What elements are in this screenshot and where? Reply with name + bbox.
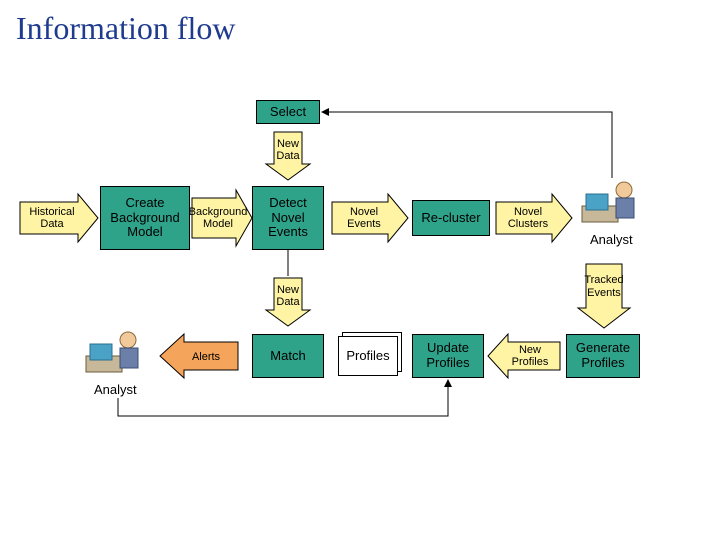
box-create-bg-model: Create Background Model bbox=[100, 186, 190, 250]
svg-text:Data: Data bbox=[276, 150, 300, 162]
arrow-historical-data: Historical Data bbox=[20, 194, 98, 242]
svg-text:Events: Events bbox=[347, 218, 381, 230]
arrow-new-profiles: New Profiles bbox=[488, 334, 560, 378]
box-generate-profiles: Generate Profiles bbox=[566, 334, 640, 378]
arrow-novel-clusters: Novel Clusters bbox=[496, 194, 572, 242]
svg-text:Model: Model bbox=[203, 218, 233, 230]
box-profiles: Profiles bbox=[338, 336, 398, 376]
connector-analyst-to-update bbox=[118, 380, 448, 416]
svg-text:New: New bbox=[277, 284, 299, 296]
page-title: Information flow bbox=[16, 10, 236, 47]
arrow-novel-events: Novel Events bbox=[332, 194, 408, 242]
analyst-top-label: Analyst bbox=[590, 232, 633, 247]
arrow-new-data-top: New Data bbox=[266, 132, 310, 180]
svg-text:Profiles: Profiles bbox=[512, 356, 549, 368]
svg-text:Historical: Historical bbox=[29, 206, 74, 218]
svg-text:Data: Data bbox=[276, 296, 300, 308]
analyst-bottom-icon bbox=[84, 326, 146, 383]
box-select: Select bbox=[256, 100, 320, 124]
svg-text:Novel: Novel bbox=[350, 206, 378, 218]
svg-text:Data: Data bbox=[40, 218, 64, 230]
svg-text:Clusters: Clusters bbox=[508, 218, 549, 230]
box-match: Match bbox=[252, 334, 324, 378]
svg-text:Background: Background bbox=[189, 206, 248, 218]
connector-analyst-to-select bbox=[322, 112, 612, 178]
svg-text:Alerts: Alerts bbox=[192, 351, 221, 363]
arrow-alerts: Alerts bbox=[160, 334, 238, 378]
arrow-tracked-events: Tracked Events bbox=[578, 264, 630, 328]
box-detect-novel: Detect Novel Events bbox=[252, 186, 324, 250]
svg-text:Events: Events bbox=[587, 287, 621, 299]
svg-text:Tracked: Tracked bbox=[584, 274, 623, 286]
svg-text:Novel: Novel bbox=[514, 206, 542, 218]
box-re-cluster: Re-cluster bbox=[412, 200, 490, 236]
box-update-profiles: Update Profiles bbox=[412, 334, 484, 378]
arrow-new-data-mid: New Data bbox=[266, 278, 310, 326]
svg-text:New: New bbox=[519, 344, 541, 356]
flow-canvas: Historical Data New Data Background Mode… bbox=[0, 0, 720, 540]
arrow-background-model: Background Model bbox=[189, 190, 252, 246]
analyst-bottom-label: Analyst bbox=[94, 382, 137, 397]
analyst-top-icon bbox=[580, 176, 642, 233]
svg-text:New: New bbox=[277, 138, 299, 150]
